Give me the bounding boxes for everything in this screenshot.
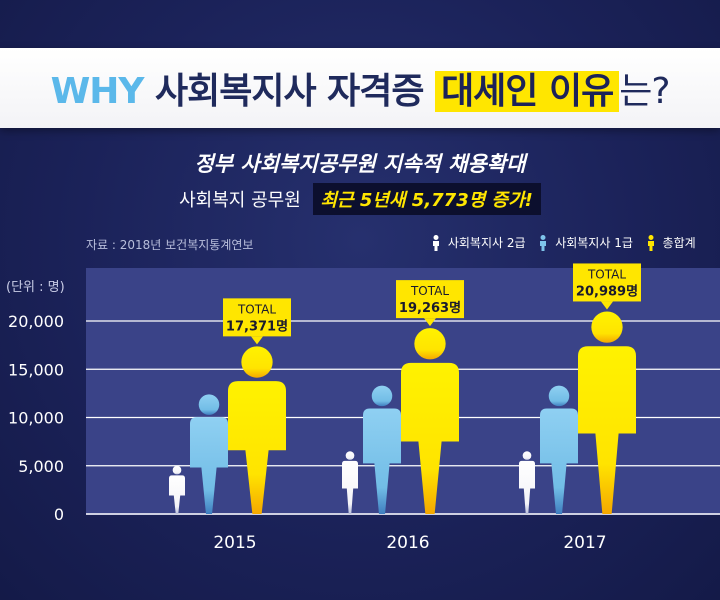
bar-total [578, 311, 636, 514]
title-highlight: 대세인 이유 [435, 71, 620, 112]
bar-grade1-head [548, 385, 570, 407]
y-tick-label: 20,000 [8, 312, 64, 331]
person-icon [540, 234, 547, 251]
subtitle-secondary-highlight: 최근 5년새 5,773명 증가! [312, 183, 541, 215]
unit-label: (단위 : 명) [6, 280, 65, 295]
bar-grade1-body [363, 408, 401, 514]
person-icon [433, 234, 439, 251]
bar-grade1-body [540, 408, 578, 514]
legend-label: 사회복지사 1급 [555, 236, 633, 250]
bar-total [228, 346, 286, 514]
callout-box [396, 280, 464, 319]
y-tick-label: 0 [54, 505, 64, 524]
callout-box [573, 263, 641, 302]
legend-label: 사회복지사 2급 [447, 236, 526, 250]
bar-grade1-body [190, 417, 228, 514]
total-callout: TOTAL 17,371명 [223, 298, 291, 345]
bar-total [401, 328, 459, 514]
callout-label: TOTAL [237, 302, 276, 316]
callout-value: 17,371명 [226, 318, 288, 334]
x-tick-label: 2015 [213, 533, 256, 553]
bar-total-head [591, 311, 623, 343]
bar-grade1 [540, 385, 578, 514]
bar-grade2-body [169, 475, 185, 514]
callout-label: TOTAL [410, 284, 449, 298]
title-why: WHY [50, 71, 145, 112]
bar-grade1 [190, 394, 228, 514]
total-callout: TOTAL 19,263명 [396, 280, 464, 327]
legend-item-total: 총합계 [647, 234, 696, 251]
bar-grade2-head [522, 451, 532, 460]
bar-grade2 [519, 451, 535, 514]
bar-grade2-head [345, 451, 355, 460]
subtitle-secondary-plain: 사회복지 공무원 [179, 190, 301, 211]
bar-grade1-head [198, 394, 220, 415]
callout-pointer [601, 301, 613, 310]
x-tick-label: 2016 [386, 533, 429, 553]
callout-box [223, 298, 291, 337]
bar-total-head [241, 346, 273, 378]
legend-item-grade1: 사회복지사 1급 [539, 234, 633, 251]
callout-value: 19,263명 [399, 300, 461, 316]
subtitle-secondary: 사회복지 공무원 최근 5년새 5,773명 증가! [0, 183, 720, 215]
bar-grade1-head [371, 385, 393, 407]
callout-pointer [251, 336, 263, 345]
bar-total-body [228, 381, 286, 514]
chart-legend: 사회복지사 2급 사회복지사 1급 총합계 [432, 234, 706, 254]
bar-grade2-head [172, 465, 182, 475]
bar-grade2-body [342, 460, 358, 514]
y-tick-label: 10,000 [8, 409, 64, 428]
legend-label: 총합계 [662, 236, 696, 250]
bar-grade2 [342, 451, 358, 514]
y-tick-label: 5,000 [18, 457, 64, 476]
subtitle-primary: 정부 사회복지공무원 지속적 채용확대 [194, 152, 526, 176]
callout-label: TOTAL [587, 267, 626, 281]
bar-grade2 [169, 465, 185, 514]
bar-grade2-body [519, 460, 535, 514]
person-icon [647, 234, 654, 251]
bar-total-body [401, 362, 459, 514]
callout-value: 20,989명 [576, 283, 638, 299]
data-source: 자료 : 2018년 보건복지통계연보 [86, 238, 254, 252]
legend-item-grade2: 사회복지사 2급 [432, 234, 526, 251]
y-tick-label: 15,000 [8, 360, 64, 379]
callout-pointer [424, 318, 436, 327]
title-ending: 는? [619, 71, 670, 112]
title-subject: 사회복지사 자격증 [155, 71, 424, 112]
page-title: WHY 사회복지사 자격증 대세인 이유 는? [0, 62, 720, 114]
bar-grade1 [363, 385, 401, 514]
bar-total-head [414, 328, 446, 360]
bar-total-body [578, 346, 636, 514]
x-tick-label: 2017 [563, 533, 606, 553]
total-callout: TOTAL 20,989명 [573, 263, 641, 310]
